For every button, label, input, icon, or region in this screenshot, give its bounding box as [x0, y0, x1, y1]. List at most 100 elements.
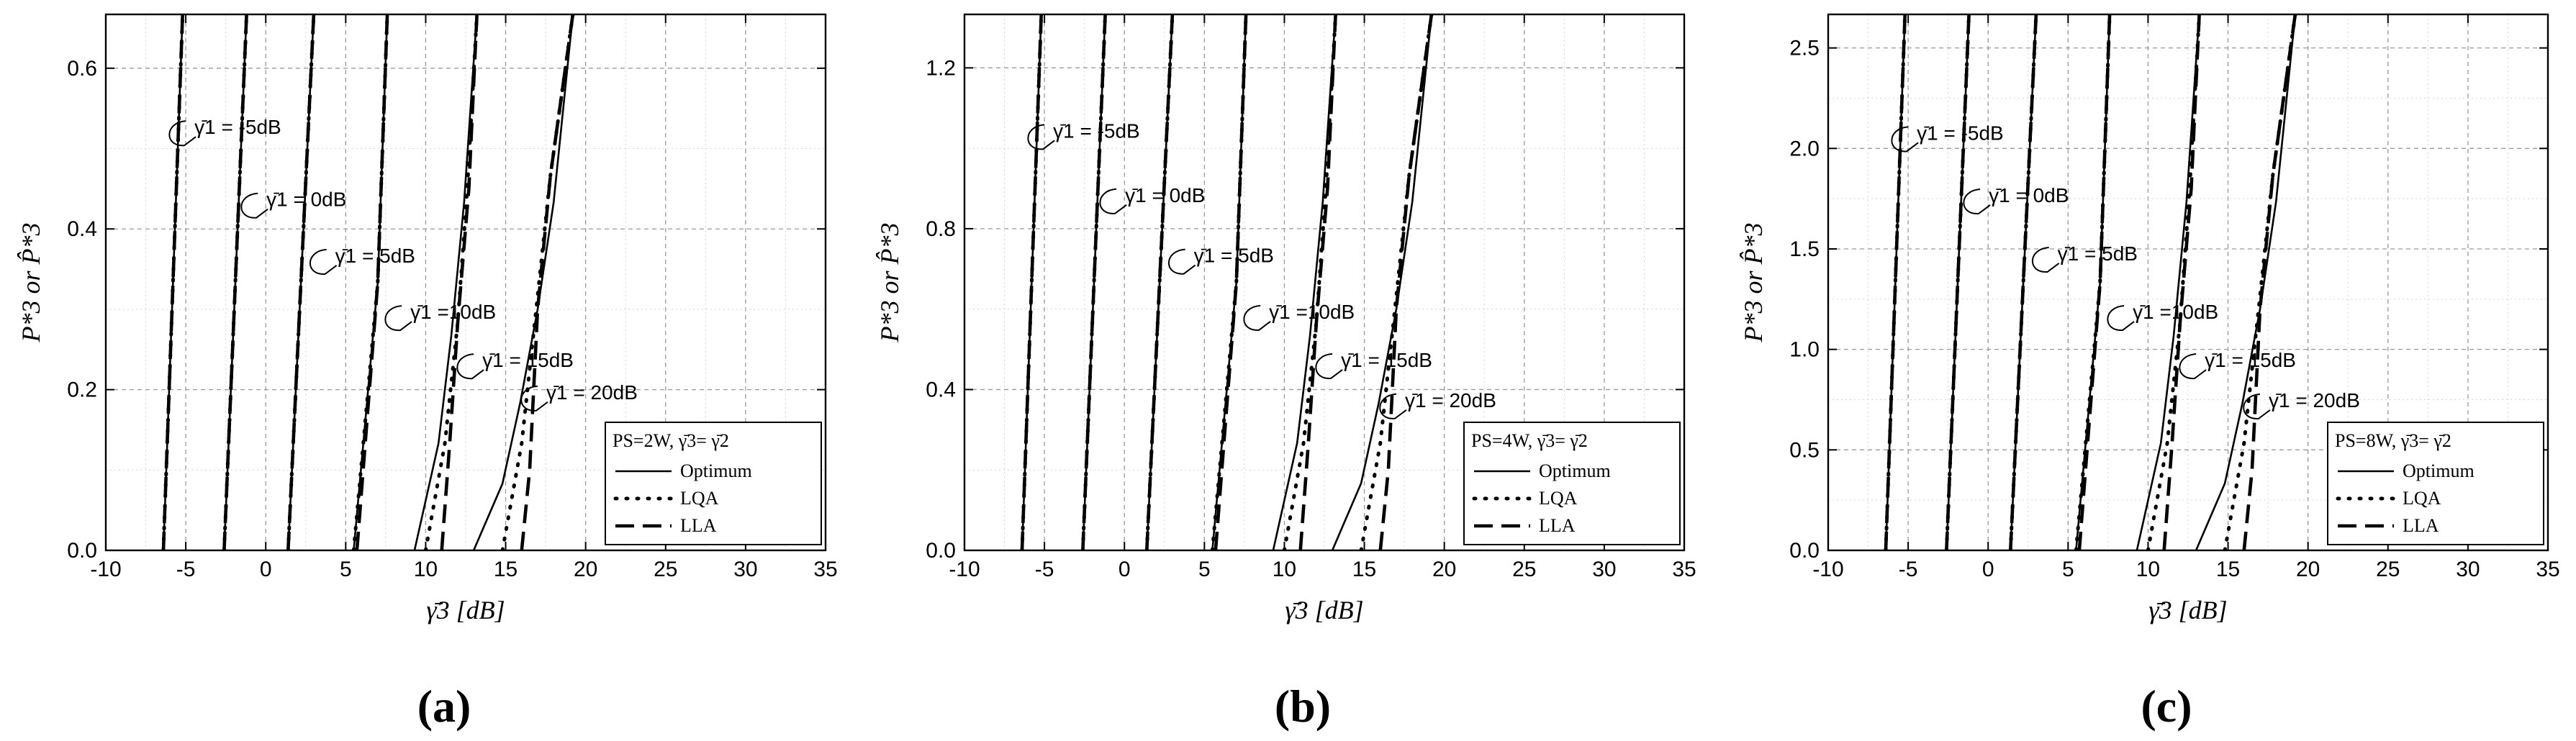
series-optimum-line	[1272, 14, 1337, 550]
y-tick-label: 1.2	[926, 56, 956, 80]
x-axis-title: γ̄3 [dB]	[2148, 596, 2227, 624]
annotation-bracket	[384, 305, 412, 332]
x-tick-label: 5	[2062, 558, 2074, 581]
panel-caption: (b)	[1275, 681, 1331, 732]
plot-frame	[1827, 13, 2549, 552]
panel-caption: (a)	[417, 681, 471, 732]
legend: PS=2W, γ̄3= γ̄2 Optimum LQA LLA	[605, 422, 822, 545]
annotation-bracket	[1379, 393, 1407, 419]
legend-header: PS=8W, γ̄3= γ̄2	[2335, 430, 2451, 451]
series-lqa-line	[1210, 14, 1248, 550]
annotation-label: γ̄1 = 5dB	[2058, 242, 2138, 265]
y-axis-title: P*3 or P̂*3	[1739, 223, 1768, 343]
legend-entry: LLA	[1539, 515, 1576, 536]
x-tick-label: 30	[733, 558, 757, 581]
x-tick-label: 10	[414, 558, 438, 581]
x-axis-title: γ̄3 [dB]	[426, 596, 505, 624]
series-lla-line	[161, 14, 184, 550]
legend-entry: LQA	[2403, 488, 2441, 509]
chart-panel-a: -10 -5 0 5 10 15 20 25 30 35 0.0 0.2 0.4 0.6 γ̄1 = -5d…	[17, 13, 838, 732]
x-tick-label: 25	[654, 558, 677, 581]
y-tick-label: 0.2	[67, 378, 97, 402]
y-tick-label: 0.4	[926, 378, 956, 401]
series-lla-line	[355, 14, 389, 550]
x-axis-title: γ̄3 [dB]	[1285, 596, 1363, 624]
annotation-bracket	[2179, 353, 2207, 380]
series-lla-line	[1020, 14, 1043, 550]
x-tick-label: -5	[1035, 558, 1054, 581]
x-tick-label: 15	[494, 558, 518, 581]
x-tick-label: -10	[1812, 558, 1843, 581]
series-lla-line	[286, 14, 316, 550]
y-axis-title: P*3 or P̂*3	[17, 223, 45, 343]
annotation-bracket	[309, 248, 338, 275]
x-tick-label: 35	[813, 558, 837, 581]
y-tick-label: 0.4	[67, 217, 97, 241]
annotation-bracket	[1315, 353, 1343, 379]
series-optimum-line	[472, 14, 574, 550]
annotation-label: γ̄1 = 20dB	[2269, 389, 2360, 412]
series-optimum-line	[413, 14, 478, 550]
series-lqa-line	[351, 14, 389, 550]
plot-frame	[963, 13, 1686, 552]
annotation-bracket	[1963, 188, 1991, 214]
x-tick-label: 20	[2296, 558, 2320, 581]
annotation-bracket	[1099, 188, 1127, 214]
annotation-bracket	[168, 120, 196, 147]
series-lla-line	[222, 14, 248, 550]
annotation-label: γ̄1 = 15dB	[1341, 349, 1432, 371]
x-tick-label: 15	[1352, 558, 1376, 581]
annotation-bracket	[2031, 246, 2060, 273]
y-tick-label: 0.5	[1789, 438, 1820, 462]
plot-frame	[104, 13, 827, 552]
y-tick-label: 0.8	[926, 217, 956, 241]
annotation-label: γ̄1 = -5dB	[1917, 122, 2004, 144]
chart-panel-b: -10 -5 0 5 10 15 20 25 30 35 0.0 0.4 0.8 1.2 γ̄1 = -5d…	[875, 13, 1696, 732]
series-lla-line	[440, 14, 479, 550]
series-lla-line	[2009, 14, 2038, 550]
y-tick-label: 0.0	[926, 539, 956, 563]
legend-entry: LLA	[2403, 515, 2439, 536]
annotation-label: γ̄1 = -5dB	[194, 116, 281, 138]
annotation-bracket	[520, 385, 548, 412]
x-tick-label: -10	[949, 558, 980, 581]
legend-box	[605, 422, 822, 545]
annotation-bracket	[1027, 124, 1055, 150]
chart-panel-c: -10 -5 0 5 10 15 20 25 30 35 0.0 0.5 1.0 1.5 2.0 2.5 γ̄1…	[1739, 13, 2560, 732]
series-lla-line	[1145, 14, 1175, 550]
annotation-bracket	[456, 353, 484, 380]
annotation-label: γ̄1 =10dB	[1269, 301, 1355, 323]
series-lqa-line	[1359, 14, 1434, 550]
series-lla-line	[2162, 14, 2201, 550]
panel-caption: (c)	[2141, 681, 2192, 732]
x-tick-label: 0	[1982, 558, 1994, 581]
annotation-bracket	[2243, 393, 2271, 419]
annotation-label: γ̄1 =10dB	[410, 301, 496, 323]
series-lla-line	[1081, 14, 1107, 550]
annotation-label: γ̄1 = 20dB	[546, 381, 638, 404]
y-tick-label: 2.5	[1789, 37, 1820, 60]
annotation-bracket	[240, 192, 268, 219]
annotation-label: γ̄1 = 0dB	[266, 188, 346, 211]
legend-box	[1463, 422, 1681, 545]
annotation-bracket	[1243, 304, 1271, 331]
series-group	[1884, 14, 2297, 550]
series-optimum-line	[2075, 14, 2111, 550]
legend-entry: LQA	[680, 488, 719, 509]
legend-entry: LLA	[680, 515, 717, 536]
x-tick-label: 5	[1198, 558, 1211, 581]
x-tick-label: 0	[260, 558, 272, 581]
x-tick-label: 20	[574, 558, 597, 581]
annotation-bracket	[2107, 304, 2135, 331]
annotation-label: γ̄1 = -5dB	[1053, 119, 1140, 142]
series-lla-line	[1214, 14, 1248, 550]
x-tick-label: -5	[176, 558, 196, 581]
legend-box	[2327, 422, 2544, 545]
annotation-label: γ̄1 = 5dB	[1194, 245, 1274, 267]
x-tick-label: 25	[1512, 558, 1536, 581]
legend-entry: Optimum	[1539, 460, 1611, 481]
annotation-bracket	[1891, 126, 1919, 153]
y-tick-label: 0.0	[67, 539, 97, 563]
y-tick-label: 2.0	[1789, 137, 1820, 160]
x-tick-label: 10	[2136, 558, 2160, 581]
